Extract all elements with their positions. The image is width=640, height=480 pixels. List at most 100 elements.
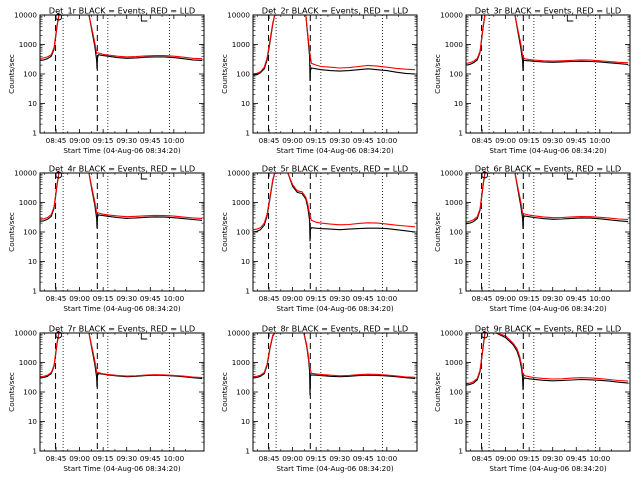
x-tick-label: 09:15 <box>519 136 540 145</box>
plot-area <box>253 173 416 242</box>
x-tick-label: 08:45 <box>46 454 67 463</box>
y-tick-label: 10 <box>28 99 38 108</box>
y-axis-label: Counts/sec <box>220 212 229 252</box>
chart-panel-2: 1 10 100 1000 10000 08:45 09:00 09:15 09:30 09:45… <box>220 6 418 155</box>
plot-area <box>40 173 203 229</box>
x-axis-label: Start Time (04-Aug-06 08:34:20) <box>489 304 606 313</box>
y-tick-label: 1 <box>458 447 463 456</box>
x-axis-label: Start Time (04-Aug-06 08:34:20) <box>63 464 180 473</box>
y-tick-label: 10000 <box>440 11 463 20</box>
x-tick-label: 09:30 <box>542 294 563 303</box>
corner-marker <box>140 173 148 180</box>
y-tick-label: 10 <box>454 99 464 108</box>
x-tick-label: 09:15 <box>93 454 114 463</box>
plot-area <box>40 333 203 388</box>
x-tick-label: 10:00 <box>376 294 397 303</box>
y-tick-label: 10000 <box>14 169 37 178</box>
y-tick-label: 100 <box>449 388 463 397</box>
x-tick-label: 09:45 <box>140 294 161 303</box>
y-tick-label: 10000 <box>440 169 463 178</box>
x-tick-label: 09:30 <box>542 454 563 463</box>
x-tick-label: 09:45 <box>140 136 161 145</box>
y-tick-label: 10000 <box>227 329 250 338</box>
x-tick-label: 09:30 <box>116 136 137 145</box>
x-axis-label: Start Time (04-Aug-06 08:34:20) <box>63 304 180 313</box>
y-tick-label: 1000 <box>445 358 464 367</box>
y-tick-label: 1 <box>245 447 250 456</box>
series-line-lld <box>40 15 203 60</box>
y-tick-label: 1 <box>32 129 37 138</box>
y-tick-label: 10000 <box>227 11 250 20</box>
x-tick-label: 09:15 <box>93 294 114 303</box>
x-tick-label: 10:00 <box>163 136 184 145</box>
chart-panel-7: 1 10 100 1000 10000 08:45 09:00 09:15 09:30 09:45… <box>7 324 205 473</box>
x-tick-label: 10:00 <box>163 294 184 303</box>
x-tick-label: 09:00 <box>495 294 516 303</box>
plot-area <box>466 15 629 72</box>
x-tick-label: 09:00 <box>282 454 303 463</box>
series-line-lld <box>466 333 629 385</box>
series-line-lld <box>466 15 629 64</box>
y-tick-label: 10 <box>28 417 38 426</box>
chart-title: Det_5r BLACK = Events, RED = LLD <box>262 164 408 174</box>
x-tick-label: 09:30 <box>116 454 137 463</box>
x-tick-label: 09:45 <box>353 294 374 303</box>
y-tick-label: 1000 <box>232 198 251 207</box>
corner-marker <box>566 173 574 180</box>
x-tick-label: 09:00 <box>69 294 90 303</box>
x-tick-label: 09:15 <box>93 136 114 145</box>
x-tick-label: 09:15 <box>306 454 327 463</box>
x-tick-label: 09:00 <box>495 136 516 145</box>
y-tick-label: 100 <box>236 70 250 79</box>
y-tick-label: 10000 <box>14 11 37 20</box>
y-tick-label: 100 <box>449 70 463 79</box>
y-tick-label: 1000 <box>232 40 251 49</box>
y-tick-label: 10000 <box>440 329 463 338</box>
series-line-lld <box>466 173 629 223</box>
x-tick-label: 09:00 <box>69 454 90 463</box>
y-tick-label: 10000 <box>227 169 250 178</box>
chart-panel-8: 1 10 100 1000 10000 08:45 09:00 09:15 09:30 09:45… <box>220 324 418 473</box>
y-tick-label: 1000 <box>19 198 38 207</box>
x-tick-label: 08:45 <box>472 136 493 145</box>
x-axis-label: Start Time (04-Aug-06 08:34:20) <box>276 146 393 155</box>
plot-area <box>466 173 629 230</box>
y-tick-label: 100 <box>449 228 463 237</box>
chart-title: Det_7r BLACK = Events, RED = LLD <box>49 324 195 334</box>
chart-title: Det_3r BLACK = Events, RED = LLD <box>475 6 621 16</box>
y-axis-label: Counts/sec <box>433 212 442 252</box>
y-tick-label: 1 <box>245 287 250 296</box>
x-tick-label: 09:30 <box>542 136 563 145</box>
x-tick-label: 09:15 <box>519 454 540 463</box>
chart-panel-9: 1 10 100 1000 10000 08:45 09:00 09:15 09:30 09:45… <box>433 324 631 473</box>
chart-title: Det_9r BLACK = Events, RED = LLD <box>475 324 621 334</box>
corner-marker <box>566 15 574 22</box>
y-tick-label: 1000 <box>232 358 251 367</box>
x-tick-label: 09:45 <box>353 454 374 463</box>
x-tick-label: 09:30 <box>329 136 350 145</box>
y-tick-label: 10 <box>454 417 464 426</box>
y-tick-label: 10 <box>241 257 251 266</box>
x-tick-label: 10:00 <box>589 294 610 303</box>
series-line-lld <box>253 333 416 378</box>
chart-title: Det_4r BLACK = Events, RED = LLD <box>49 164 195 174</box>
chart-title: Det_8r BLACK = Events, RED = LLD <box>262 324 408 334</box>
y-tick-label: 1000 <box>19 40 38 49</box>
x-tick-label: 09:15 <box>306 136 327 145</box>
corner-marker <box>140 15 148 22</box>
x-tick-label: 09:00 <box>495 454 516 463</box>
chart-panel-6: 1 10 100 1000 10000 08:45 09:00 09:15 09:30 09:45… <box>433 164 631 313</box>
x-tick-label: 09:15 <box>519 294 540 303</box>
x-tick-label: 09:45 <box>566 454 587 463</box>
x-tick-label: 08:45 <box>259 136 280 145</box>
x-tick-label: 09:45 <box>566 294 587 303</box>
x-tick-label: 08:45 <box>472 294 493 303</box>
chart-panel-1: 1 10 100 1000 10000 08:45 09:00 09:15 09:30 09:45… <box>7 6 205 155</box>
x-tick-label: 10:00 <box>589 136 610 145</box>
chart-panel-5: 1 10 100 1000 10000 08:45 09:00 09:15 09:30 09:45… <box>220 164 418 313</box>
y-tick-label: 10 <box>28 257 38 266</box>
y-axis-label: Counts/sec <box>220 54 229 94</box>
x-tick-label: 10:00 <box>589 454 610 463</box>
y-tick-label: 100 <box>236 228 250 237</box>
